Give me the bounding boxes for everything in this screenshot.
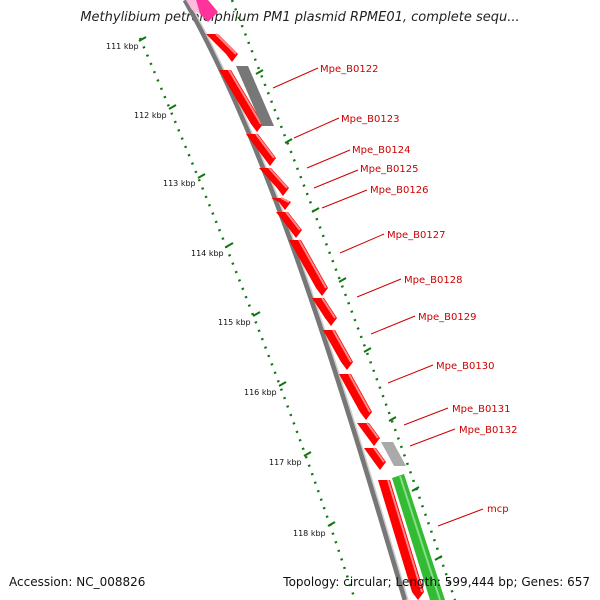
guide-ticks [255,69,443,561]
backbone-line [182,0,408,600]
gene-label[interactable]: Mpe_B0132 [459,425,517,436]
gene-arrow-highlight [399,475,441,600]
gene-pink [196,0,218,22]
scale-tick: 115 kbp [218,311,261,327]
scale-tick-label: 117 kbp [269,458,302,467]
gene-arrow[interactable] [339,374,372,420]
gene-label-group[interactable]: Mpe_B0124 [306,145,410,169]
scale-tick: 117 kbp [269,451,312,467]
gene-arrow-highlight [387,479,423,593]
gene-arrow-highlight [285,211,301,231]
backbone-highlight [187,0,409,600]
scale-tick: 116 kbp [244,381,287,397]
scale-tick-label: 113 kbp [163,179,196,188]
gene-label-group[interactable]: Mpe_B0130 [387,361,494,384]
gene-arrow[interactable] [364,448,386,470]
gene-arrow[interactable] [323,330,353,370]
gene-pink-light [186,0,200,14]
scale-tick: 111 kbp [106,36,147,51]
scale-tick-label: 114 kbp [191,249,224,258]
gene-arrow-highlight [268,167,288,189]
gene-label[interactable]: Mpe_B0130 [436,361,494,372]
scale-tick: 114 kbp [191,242,234,258]
gene-label[interactable]: Mpe_B0122 [320,64,378,75]
gene-arrow[interactable] [357,423,380,446]
gene-arrow[interactable] [289,240,328,296]
gene-label-group[interactable]: Mpe_B0129 [370,312,476,335]
gene-arrow-highlight [366,422,379,439]
gene-labels: Mpe_B0122 Mpe_B0123 Mpe_B0124 Mpe_B0125 … [272,64,517,527]
gene-label-group[interactable]: mcp [437,504,509,527]
gene-label-group[interactable]: Mpe_B0125 [313,164,418,189]
gene-arrow[interactable] [206,34,238,62]
genome-stats: Topology: circular; Length: 599,444 bp; … [283,575,590,589]
gene-arrow-highlight [321,297,336,319]
accession-text: Accession: NC_008826 [9,575,146,589]
gene-label[interactable]: mcp [487,504,509,515]
gene-arrow-highlight [280,197,290,203]
gene-label[interactable]: Mpe_B0125 [360,164,418,175]
gene-track [206,33,445,600]
scale-tick-label: 116 kbp [244,388,277,397]
gene-arrow[interactable] [246,134,276,166]
gene-label[interactable]: Mpe_B0123 [341,114,399,125]
gene-label-group[interactable]: Mpe_B0123 [293,114,399,139]
scale-tick-label: 115 kbp [218,318,251,327]
guide-dotted-line [230,0,457,600]
gene-arrow[interactable] [276,212,302,238]
scale-tick-label: 112 kbp [134,111,167,120]
gene-arrow[interactable] [219,70,263,132]
gene-label[interactable]: Mpe_B0128 [404,275,462,286]
gene-label[interactable]: Mpe_B0129 [418,312,476,323]
gene-arrow[interactable] [259,168,289,196]
gene-arrow-highlight [228,69,262,125]
gene-label-group[interactable]: Mpe_B0126 [321,185,428,209]
gene-label-group[interactable]: Mpe_B0122 [272,64,378,89]
gene-label[interactable]: Mpe_B0124 [352,145,410,156]
gene-arrow-grey[interactable] [236,66,274,126]
scale-tick-label: 111 kbp [106,42,139,51]
gene-label-group[interactable]: Mpe_B0132 [409,425,517,447]
gene-arrow-green[interactable] [392,474,445,600]
gene-arrow-highlight [298,239,327,289]
gene-label[interactable]: Mpe_B0127 [387,230,445,241]
scale-tick: 112 kbp [134,104,177,120]
gene-arrow-highlight [348,373,371,413]
scale-ticks: 111 kbp 112 kbp 113 kbp 114 kbp 115 kbp … [106,36,336,538]
gene-label[interactable]: Mpe_B0131 [452,404,510,415]
gene-arrow-highlight [373,447,385,463]
gene-arrow-highlight [255,133,275,159]
gene-label[interactable]: Mpe_B0126 [370,185,428,196]
gene-arrow[interactable] [312,298,337,326]
gene-label-group[interactable]: Mpe_B0127 [339,230,445,254]
gene-arrow-highlight [215,33,237,55]
scale-tick: 113 kbp [163,173,206,188]
gene-label-group[interactable]: Mpe_B0131 [403,404,510,426]
scale-tick-label: 118 kbp [293,529,326,538]
gene-arrow-grey[interactable] [381,442,406,466]
gene-label-group[interactable]: Mpe_B0128 [356,275,462,298]
gene-arrow-highlight [332,329,352,363]
gene-arrow[interactable] [378,480,424,600]
scale-tick: 118 kbp [293,521,336,538]
